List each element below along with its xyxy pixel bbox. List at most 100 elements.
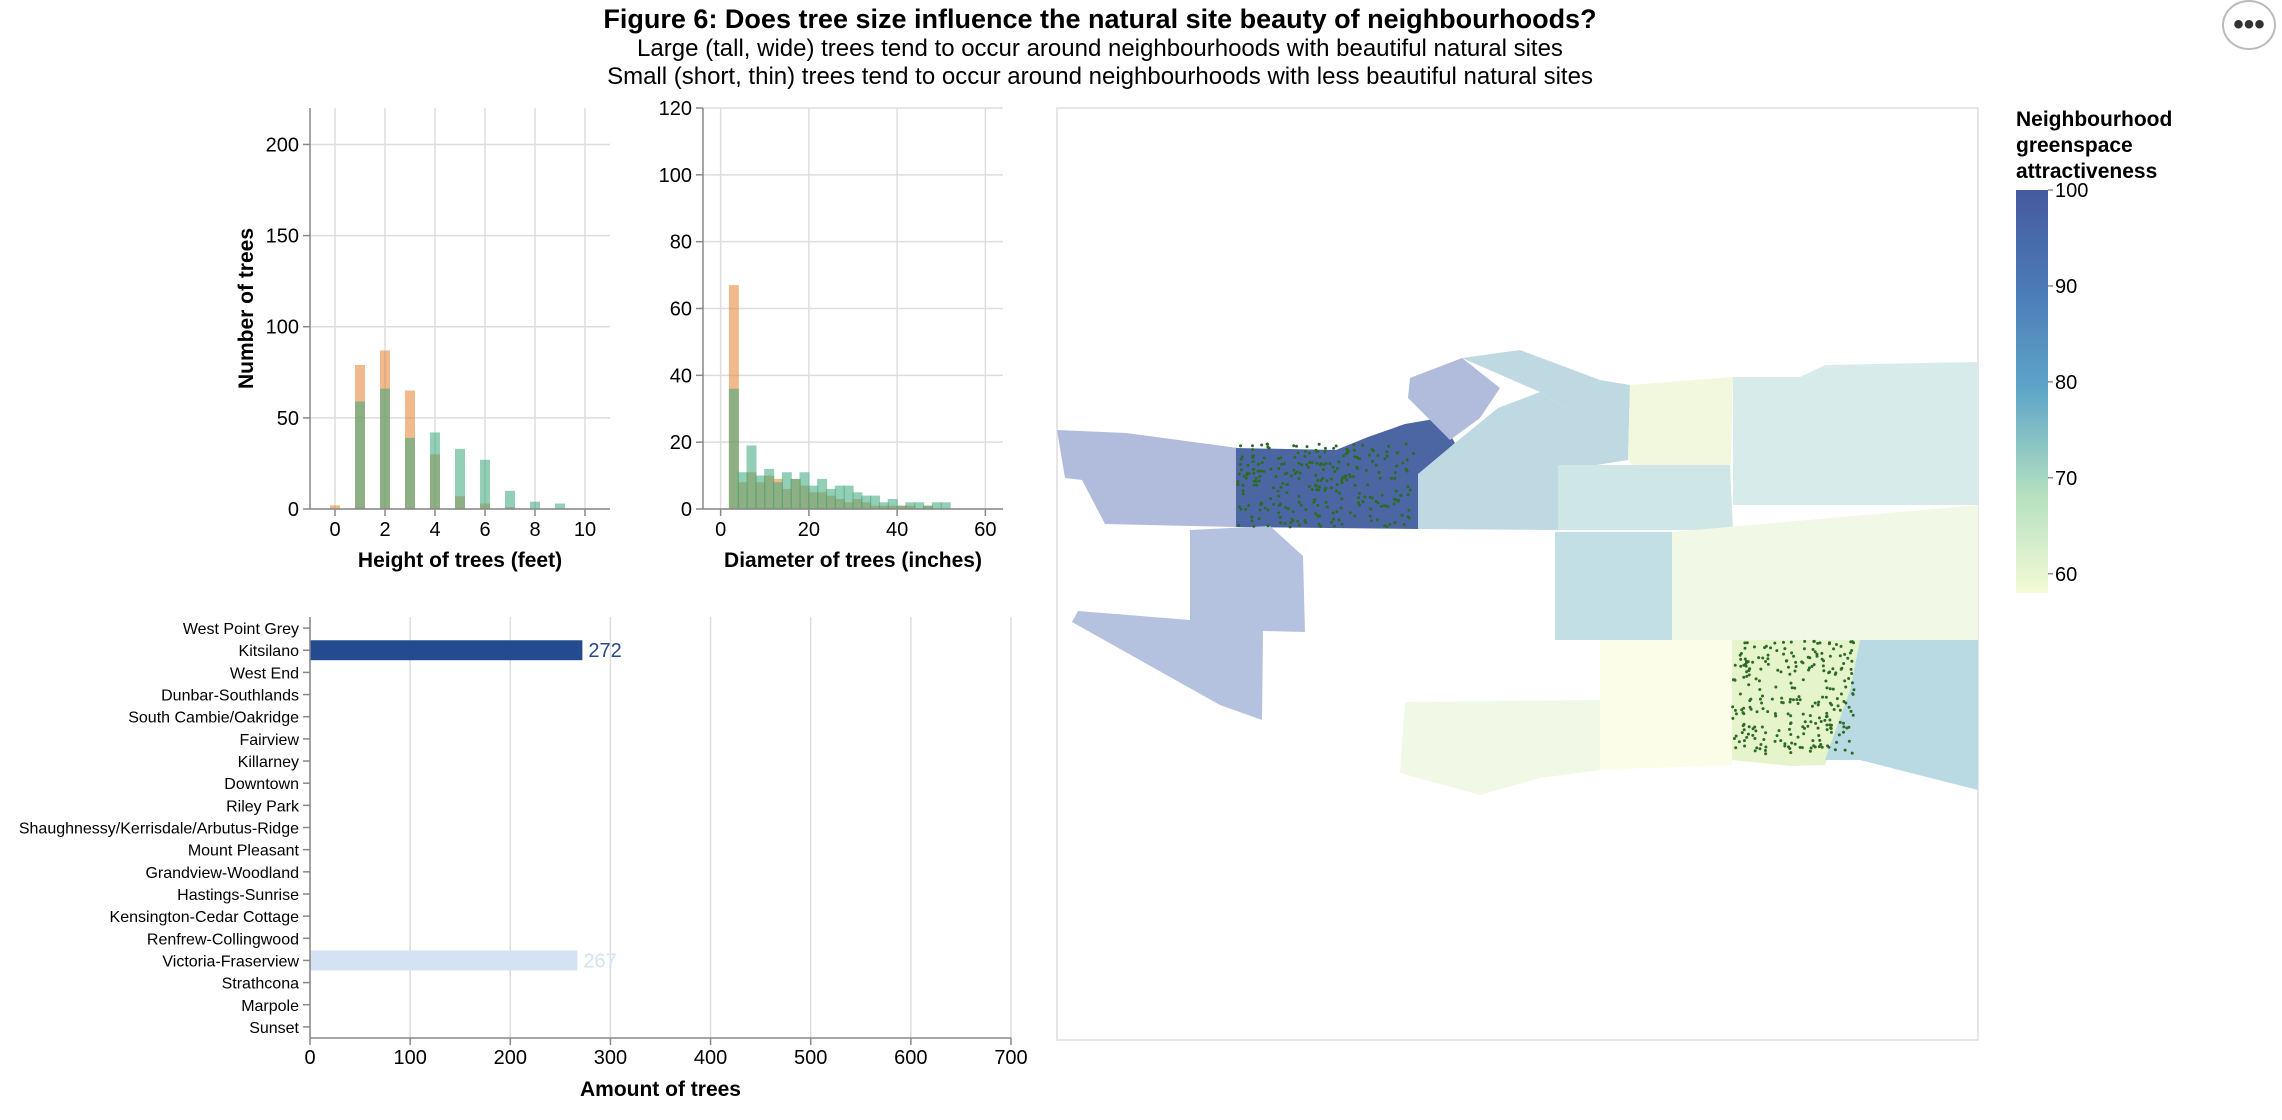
category-label: West End (230, 665, 299, 682)
tree-dot (1836, 704, 1840, 708)
tree-dot (1850, 672, 1854, 676)
tree-dot (1852, 688, 1856, 692)
tree-dot (1331, 511, 1335, 515)
tree-dot (1369, 519, 1373, 523)
teal-histogram-bar (870, 495, 881, 509)
tree-dot (1329, 520, 1333, 524)
tree-dot (1396, 499, 1400, 503)
tree-dot (1250, 515, 1254, 519)
tree-dot (1252, 524, 1256, 528)
tree-dot (1259, 501, 1263, 505)
tree-dot (1288, 525, 1292, 529)
tree-dot (1758, 697, 1762, 701)
tree-dot (1828, 701, 1832, 705)
tree-dot (1780, 700, 1784, 704)
tree-dot (1741, 724, 1745, 728)
tree-dot (1794, 660, 1798, 664)
tree-dot (1811, 739, 1815, 743)
tree-dot (1843, 679, 1847, 683)
tree-dot (1779, 670, 1783, 674)
tree-dot (1751, 660, 1755, 664)
legend-tick-label: 100 (2055, 180, 2088, 202)
tree-dot (1258, 474, 1262, 478)
tree-dot (1781, 640, 1785, 644)
tree-dot (1789, 640, 1793, 644)
tree-dot (1746, 732, 1750, 736)
tree-dot (1742, 739, 1746, 743)
tree-dot (1315, 461, 1319, 465)
x-tick-label: 60 (974, 519, 996, 541)
x-tick-label: 0 (329, 519, 340, 541)
teal-histogram-bar (799, 472, 810, 509)
tree-dot (1334, 444, 1338, 448)
tree-dot (1828, 723, 1832, 727)
tree-dot (1246, 463, 1250, 467)
tree-dot (1254, 476, 1258, 480)
tree-dot (1835, 643, 1839, 647)
tree-dot (1847, 677, 1851, 681)
tree-dot (1384, 504, 1388, 508)
tree-dot (1803, 720, 1807, 724)
tree-dot (1816, 641, 1820, 645)
tree-dot (1825, 686, 1829, 690)
tree-dot (1788, 697, 1792, 701)
tree-dot (1238, 462, 1242, 466)
tree-dot (1361, 500, 1365, 504)
bar-value-label: 272 (588, 640, 621, 662)
teal-histogram-bar (843, 485, 854, 509)
map-region-strathcona (1628, 377, 1733, 492)
tree-dot (1776, 668, 1780, 672)
tree-dot (1348, 511, 1352, 515)
tree-dot (1773, 739, 1777, 743)
tree-dot (1786, 665, 1790, 669)
x-axis-title: Diameter of trees (inches) (724, 549, 982, 572)
tree-dot (1790, 686, 1794, 690)
tree-dot (1318, 463, 1322, 467)
tree-dot (1298, 471, 1302, 475)
teal-histogram-bar (931, 502, 942, 509)
tree-dot (1392, 502, 1396, 506)
tree-dot (1773, 712, 1777, 716)
tree-dot (1825, 728, 1829, 732)
tree-dot (1766, 653, 1770, 657)
bar-value-label: 267 (583, 950, 616, 972)
actions-menu-button[interactable]: ••• (2222, 0, 2276, 50)
tree-dot (1262, 469, 1266, 473)
tree-dot (1828, 670, 1832, 674)
tree-dot (1237, 472, 1241, 476)
tree-dot (1307, 484, 1311, 488)
tree-dot (1244, 507, 1248, 511)
tree-dot (1263, 506, 1267, 510)
tree-dot (1747, 673, 1751, 677)
tree-dot (1346, 463, 1350, 467)
teal-histogram-bar (781, 472, 792, 509)
x-tick-label: 40 (886, 519, 908, 541)
tree-dot (1314, 449, 1318, 453)
x-tick-label: 0 (715, 519, 726, 541)
tree-dot (1341, 454, 1345, 458)
tree-dot (1292, 468, 1296, 472)
tree-dot (1813, 650, 1817, 654)
tree-dot (1774, 685, 1778, 689)
tree-dot (1791, 698, 1795, 702)
tree-dot (1783, 742, 1787, 746)
category-label: Victoria-Fraserview (162, 953, 299, 970)
map-region-stanley-park (1408, 358, 1500, 440)
tree-dot (1379, 504, 1383, 508)
tree-dot (1278, 502, 1282, 506)
tree-dot (1759, 743, 1763, 747)
tree-dot (1746, 660, 1750, 664)
tree-dot (1745, 670, 1749, 674)
tree-dot (1291, 519, 1295, 523)
tree-dot (1847, 739, 1851, 743)
tree-dot (1812, 639, 1816, 643)
tree-dot (1760, 725, 1764, 729)
tree-dot (1751, 727, 1755, 731)
tree-dot (1297, 494, 1301, 498)
figure-title-block: Figure 6: Does tree size influence the n… (0, 0, 2200, 91)
tree-dot (1408, 488, 1412, 492)
tree-dot (1811, 647, 1815, 651)
tree-dot (1786, 712, 1790, 716)
tree-dot (1816, 703, 1820, 707)
